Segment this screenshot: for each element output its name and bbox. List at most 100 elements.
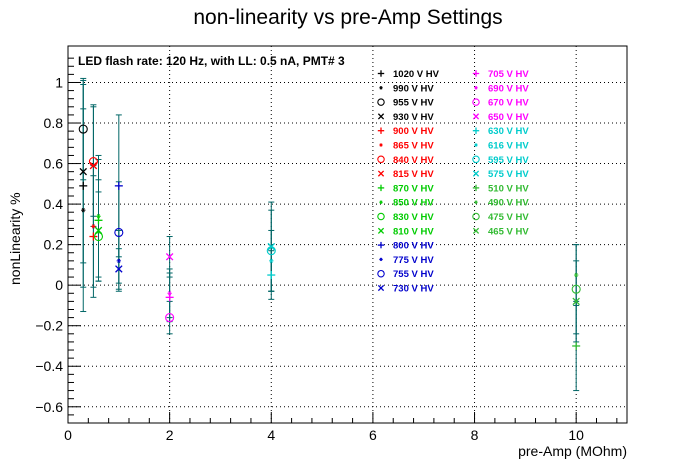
legend-marker [377, 113, 385, 120]
legend-item: 630 V HV [472, 126, 529, 137]
data-point [267, 271, 276, 280]
legend-marker [379, 200, 383, 204]
legend-label: 775 V HV [393, 255, 434, 266]
legend-label: 670 V HV [488, 98, 529, 109]
legend-item: 775 V HV [379, 255, 434, 266]
legend-item: 595 V HV [472, 155, 529, 166]
plot-frame [67, 45, 628, 424]
legend-label: 595 V HV [488, 155, 529, 166]
legend-label: 850 V HV [393, 198, 434, 209]
legend-item: 575 V HV [472, 169, 529, 180]
legend-label: 575 V HV [488, 169, 529, 180]
data-point [571, 284, 581, 294]
legend-item: 830 V HV [377, 212, 434, 223]
legend-marker [472, 170, 480, 177]
data-point [572, 297, 580, 306]
y-tick-label: 0.2 [44, 237, 64, 253]
legend-label: 900 V HV [393, 126, 434, 137]
y-tick-label: −0.6 [35, 399, 63, 415]
legend-label: 475 V HV [488, 212, 529, 223]
legend-marker [377, 227, 385, 234]
legend-item: 840 V HV [377, 155, 434, 166]
x-tick-label: 8 [471, 427, 479, 443]
legend-label: 650 V HV [488, 112, 529, 123]
data-point [78, 124, 88, 134]
legend-item: 870 V HV [377, 183, 434, 194]
legend-item: 616 V HV [474, 141, 529, 152]
legend-marker [377, 170, 385, 177]
data-point [267, 242, 276, 251]
legend-marker [474, 200, 478, 204]
legend-label: 490 V HV [488, 198, 529, 209]
data-point [89, 232, 98, 241]
legend-label: 830 V HV [393, 212, 434, 223]
legend-marker [379, 143, 383, 147]
y-tick-label: 0.8 [44, 115, 64, 131]
legend: 1020 V HV 990 V HV 955 V HV 930 V HV 900 V H… [377, 69, 529, 295]
legend-marker [472, 127, 480, 134]
legend-label: 616 V HV [488, 141, 529, 152]
legend-label: 465 V HV [488, 226, 529, 237]
legend-label: 870 V HV [393, 183, 434, 194]
legend-label: 510 V HV [488, 183, 529, 194]
legend-label: 1020 V HV [393, 69, 440, 80]
legend-marker [377, 269, 385, 278]
legend-marker [377, 98, 385, 106]
legend-item: 705 V HV [472, 69, 529, 80]
legend-item: 900 V HV [377, 126, 434, 137]
legend-marker [474, 143, 478, 147]
legend-label: 815 V HV [393, 169, 434, 180]
legend-marker [377, 284, 385, 292]
data-point [269, 258, 274, 264]
x-tick-label: 10 [568, 427, 584, 443]
legend-marker [472, 155, 480, 164]
legend-label: 705 V HV [488, 69, 529, 80]
data-point [165, 253, 174, 261]
legend-item: 510 V HV [472, 183, 529, 194]
legend-item: 490 V HV [474, 198, 529, 209]
legend-marker [474, 86, 478, 90]
legend-item: 650 V HV [472, 112, 529, 123]
legend-label: 755 V HV [393, 269, 434, 280]
data-point [96, 214, 101, 219]
legend-label: 930 V HV [393, 112, 434, 123]
legend-label: 955 V HV [393, 98, 434, 109]
data-point [114, 181, 123, 190]
data-point [115, 265, 123, 273]
data-point [89, 161, 98, 170]
legend-item: 800 V HV [377, 241, 434, 252]
y-axis-title: nonLinearity % [7, 192, 23, 285]
chart-title: non-linearity vs pre-Amp Settings [193, 6, 502, 29]
y-tick-label: 0 [55, 277, 63, 293]
legend-item: 730 V HV [377, 284, 434, 295]
data-points [78, 124, 581, 350]
legend-item: 815 V HV [377, 169, 434, 180]
tick-labels: 0 2 4 6 8 10 −0.6 −0.4 −0.2 0 0.2 0.4 0.6 0.8 1 [35, 74, 584, 443]
legend-item: 990 V HV [379, 83, 434, 94]
legend-label: 840 V HV [393, 155, 434, 166]
legend-marker [472, 70, 480, 77]
legend-item: 810 V HV [377, 226, 434, 237]
y-tick-label: −0.4 [35, 358, 63, 374]
legend-marker [472, 184, 480, 192]
x-tick-label: 4 [267, 427, 275, 443]
data-point [79, 167, 88, 176]
legend-item: 670 V HV [472, 98, 529, 109]
legend-item: 755 V HV [377, 269, 434, 280]
data-point [167, 291, 172, 296]
x-axis-title: pre-Amp (MOhm) [518, 443, 627, 459]
data-point [572, 341, 581, 350]
data-point [573, 272, 579, 278]
legend-label: 800 V HV [393, 241, 434, 252]
legend-marker [472, 212, 480, 221]
legend-marker [472, 227, 480, 234]
x-tick-label: 0 [64, 427, 72, 443]
data-point [91, 224, 96, 229]
legend-item: 475 V HV [472, 212, 529, 223]
legend-label: 730 V HV [393, 284, 434, 295]
chart-annotation: LED flash rate: 120 Hz, with LL: 0.5 nA,… [78, 54, 345, 68]
data-point [81, 208, 86, 213]
error-bar [166, 300, 173, 335]
x-tick-label: 2 [166, 427, 174, 443]
